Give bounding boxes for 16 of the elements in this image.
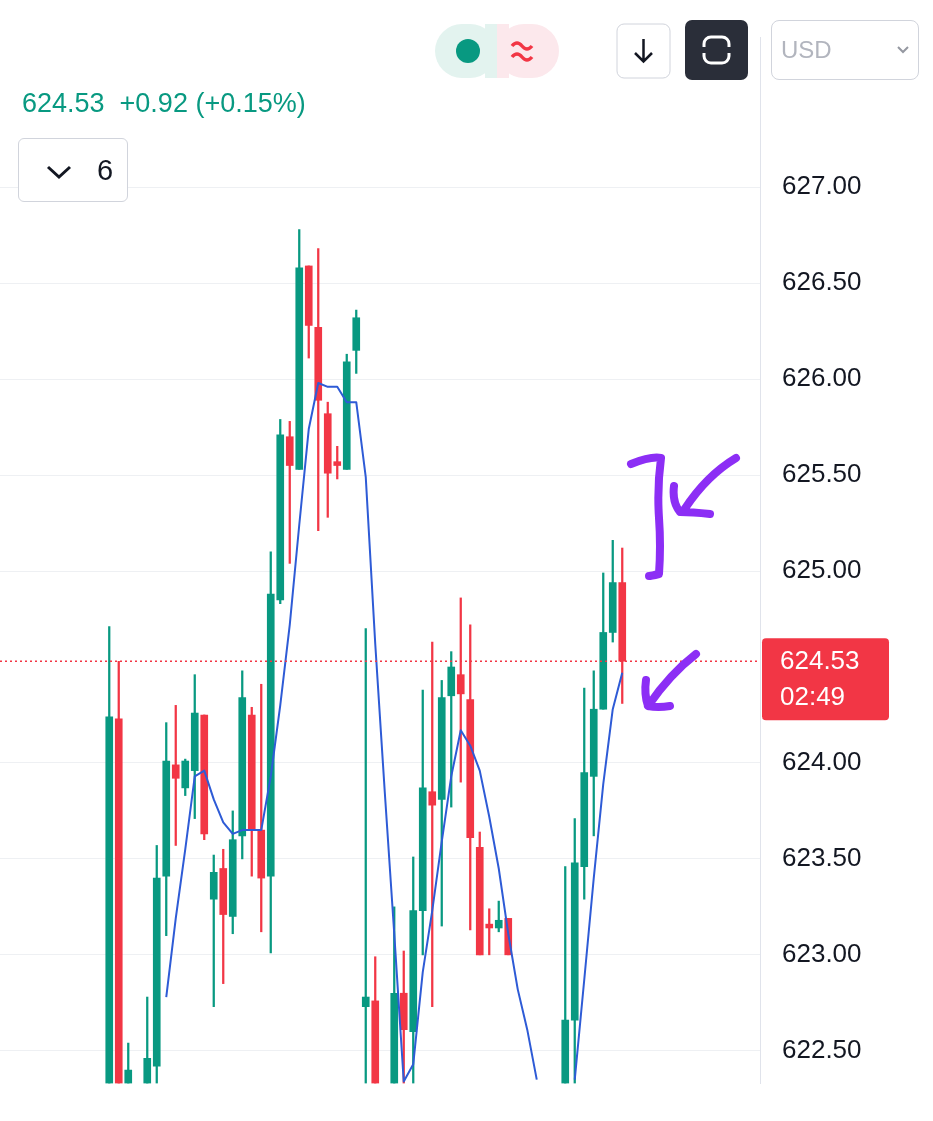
text: 624.53 +0.92 (+0.15%)	[22, 88, 306, 119]
y-tick-label: 624.00	[782, 746, 862, 777]
y-tick-label: 627.00	[782, 170, 862, 201]
y-tick-label: 626.50	[782, 266, 862, 297]
y-tick-label: 625.50	[782, 458, 862, 489]
y-tick-label: 626.00	[782, 362, 862, 393]
y-tick-label: 623.00	[782, 938, 862, 969]
dropdown-box: USD	[771, 20, 919, 80]
annotation: 6	[97, 154, 114, 187]
y-tick-label: 625.00	[782, 554, 862, 585]
text: 02:49	[780, 681, 846, 712]
ref-line-label: 624.53	[780, 645, 860, 676]
y-axis-title: USD	[781, 36, 832, 64]
y-tick-label: 622.50	[782, 1033, 862, 1064]
dropdown-box: 6	[18, 138, 128, 202]
y-tick-label: 623.50	[782, 842, 862, 873]
